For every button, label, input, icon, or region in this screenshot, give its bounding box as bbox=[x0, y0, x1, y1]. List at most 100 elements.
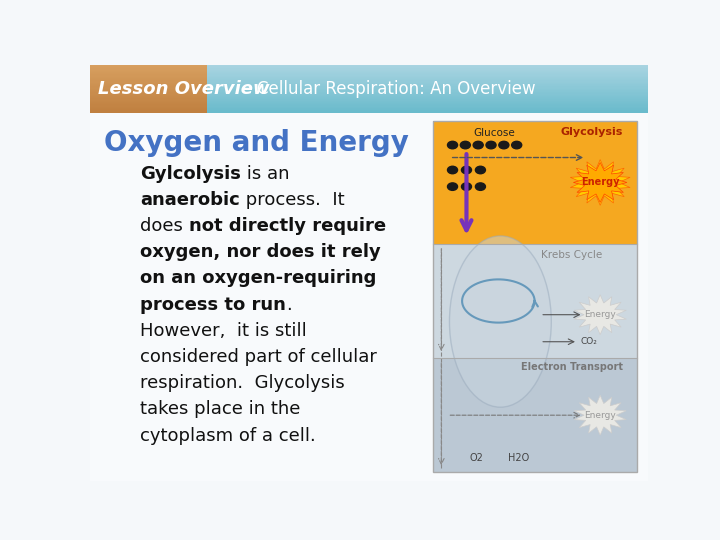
Bar bbox=[90, 87, 207, 89]
Bar bbox=[90, 111, 648, 113]
Bar bbox=[90, 85, 207, 87]
Bar bbox=[90, 71, 648, 73]
Bar bbox=[90, 77, 648, 79]
Bar bbox=[90, 79, 648, 82]
Bar bbox=[90, 80, 207, 83]
Text: Electron Transport: Electron Transport bbox=[521, 362, 623, 372]
Text: O2: O2 bbox=[469, 453, 483, 463]
Bar bbox=[90, 79, 207, 82]
Polygon shape bbox=[570, 159, 630, 205]
Bar bbox=[90, 106, 207, 108]
Circle shape bbox=[462, 183, 472, 191]
Bar bbox=[90, 107, 207, 109]
Bar bbox=[90, 64, 648, 66]
Bar bbox=[90, 75, 648, 77]
Bar bbox=[90, 110, 207, 111]
Bar bbox=[90, 105, 207, 106]
Bar bbox=[90, 99, 207, 100]
Text: .: . bbox=[286, 295, 292, 314]
Bar bbox=[90, 69, 207, 71]
Bar bbox=[90, 87, 648, 89]
Bar bbox=[90, 71, 207, 73]
Bar bbox=[90, 72, 207, 75]
Bar bbox=[90, 96, 648, 98]
Text: CO₂: CO₂ bbox=[580, 338, 598, 346]
Text: process to run: process to run bbox=[140, 295, 286, 314]
Bar bbox=[90, 90, 207, 92]
Bar bbox=[90, 70, 207, 72]
Bar bbox=[90, 78, 648, 80]
Bar bbox=[90, 76, 207, 78]
Bar bbox=[90, 108, 648, 110]
Bar bbox=[90, 104, 648, 105]
Polygon shape bbox=[574, 295, 626, 335]
Bar bbox=[90, 93, 648, 94]
Circle shape bbox=[486, 141, 496, 149]
Circle shape bbox=[475, 166, 485, 174]
Polygon shape bbox=[574, 395, 626, 435]
Circle shape bbox=[473, 141, 483, 149]
Bar bbox=[90, 110, 648, 111]
Bar bbox=[90, 96, 207, 98]
Bar bbox=[90, 105, 648, 106]
Bar bbox=[90, 88, 207, 90]
Text: Cellular Respiration: An Overview: Cellular Respiration: An Overview bbox=[258, 80, 536, 98]
Bar bbox=[90, 65, 648, 67]
Bar bbox=[90, 83, 648, 85]
Text: Gylcolysis: Gylcolysis bbox=[140, 165, 241, 183]
Bar bbox=[90, 72, 648, 75]
Bar bbox=[90, 90, 648, 92]
Bar bbox=[90, 91, 207, 93]
Bar bbox=[90, 107, 648, 109]
Text: does: does bbox=[140, 217, 189, 235]
Circle shape bbox=[512, 141, 522, 149]
Bar bbox=[90, 77, 207, 79]
Bar bbox=[90, 73, 207, 76]
Bar bbox=[90, 65, 207, 67]
Bar bbox=[90, 85, 648, 87]
Text: respiration.  Glycolysis: respiration. Glycolysis bbox=[140, 374, 345, 392]
Bar bbox=[90, 89, 648, 91]
Bar bbox=[90, 100, 648, 102]
Bar bbox=[90, 101, 207, 103]
Bar bbox=[90, 99, 648, 100]
Bar bbox=[90, 82, 207, 84]
Bar bbox=[90, 100, 207, 102]
Bar bbox=[90, 84, 207, 86]
Circle shape bbox=[462, 166, 472, 174]
Bar bbox=[90, 70, 648, 72]
Circle shape bbox=[448, 141, 457, 149]
Bar bbox=[90, 82, 648, 84]
Text: process.  It: process. It bbox=[240, 191, 345, 209]
Bar bbox=[433, 358, 637, 472]
Ellipse shape bbox=[449, 236, 552, 407]
Bar bbox=[90, 97, 207, 99]
Circle shape bbox=[499, 141, 509, 149]
Bar bbox=[90, 68, 207, 70]
Text: oxygen, nor does it rely: oxygen, nor does it rely bbox=[140, 243, 381, 261]
Circle shape bbox=[475, 183, 485, 191]
Bar bbox=[90, 89, 207, 91]
Bar bbox=[433, 121, 637, 472]
Text: Energy: Energy bbox=[581, 178, 619, 187]
Text: considered part of cellular: considered part of cellular bbox=[140, 348, 377, 366]
Text: takes place in the: takes place in the bbox=[140, 400, 300, 418]
Text: However,  it is still: However, it is still bbox=[140, 322, 307, 340]
Circle shape bbox=[448, 183, 457, 191]
Polygon shape bbox=[573, 163, 627, 202]
Bar bbox=[90, 83, 207, 85]
Bar bbox=[90, 108, 207, 110]
Bar bbox=[90, 101, 648, 103]
Text: Glucose: Glucose bbox=[473, 129, 515, 138]
Text: Energy: Energy bbox=[585, 411, 616, 420]
Bar bbox=[90, 68, 648, 70]
Bar bbox=[90, 106, 648, 108]
Bar bbox=[90, 78, 207, 80]
Bar bbox=[90, 102, 207, 104]
Bar bbox=[90, 66, 207, 69]
Text: anaerobic: anaerobic bbox=[140, 191, 240, 209]
Circle shape bbox=[448, 166, 457, 174]
Text: on an oxygen-requiring: on an oxygen-requiring bbox=[140, 269, 377, 287]
Bar bbox=[90, 94, 648, 96]
Bar bbox=[90, 76, 648, 78]
